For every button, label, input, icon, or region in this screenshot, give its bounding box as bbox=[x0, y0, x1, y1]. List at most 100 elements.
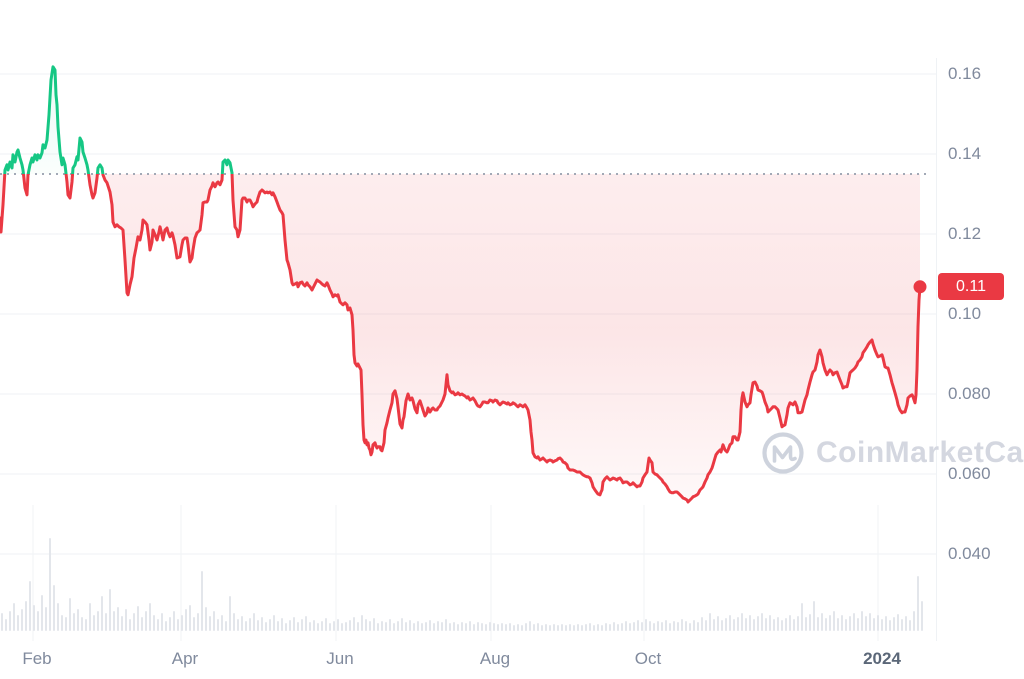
volume-bar bbox=[877, 615, 879, 631]
volume-bar bbox=[173, 611, 175, 631]
volume-bar bbox=[341, 623, 343, 631]
volume-bar bbox=[669, 623, 671, 631]
volume-bar bbox=[753, 619, 755, 631]
volume-bar bbox=[457, 624, 459, 631]
volume-bar bbox=[637, 620, 639, 631]
volume-bar bbox=[917, 576, 919, 631]
volume-bar bbox=[205, 607, 207, 631]
volume-bar bbox=[29, 581, 31, 631]
volume-bar bbox=[565, 625, 567, 631]
volume-bar bbox=[473, 624, 475, 631]
volume-bar bbox=[769, 615, 771, 631]
volume-bar bbox=[353, 617, 355, 631]
volume-bar bbox=[53, 585, 55, 631]
volume-bar bbox=[229, 596, 231, 631]
volume-bar bbox=[685, 621, 687, 631]
volume-bar bbox=[177, 619, 179, 631]
volume-bar bbox=[885, 616, 887, 631]
volume-bar bbox=[469, 621, 471, 631]
volume-bar bbox=[193, 617, 195, 631]
volume-bar bbox=[361, 615, 363, 631]
volume-bar bbox=[97, 611, 99, 631]
volume-bar bbox=[881, 619, 883, 631]
volume-bar bbox=[657, 621, 659, 631]
volume-bar bbox=[713, 619, 715, 631]
volume-bar bbox=[605, 623, 607, 631]
y-axis-label: 0.040 bbox=[948, 544, 991, 563]
volume-bar bbox=[493, 623, 495, 631]
volume-bar bbox=[321, 621, 323, 631]
volume-bar bbox=[445, 619, 447, 631]
volume-bar bbox=[645, 619, 647, 631]
current-price-label: 0.11 bbox=[956, 277, 986, 295]
volume-bar bbox=[733, 619, 735, 631]
volume-bar bbox=[849, 616, 851, 631]
x-axis-label: Feb bbox=[22, 649, 52, 668]
volume-bar bbox=[141, 617, 143, 631]
volume-bar bbox=[269, 619, 271, 631]
volume-bar bbox=[585, 624, 587, 631]
volume-bar bbox=[905, 616, 907, 631]
volume-bar bbox=[761, 613, 763, 631]
x-axis-label: 2024 bbox=[863, 649, 901, 668]
volume-bar bbox=[225, 621, 227, 631]
volume-bar bbox=[157, 619, 159, 631]
volume-bar bbox=[265, 622, 267, 631]
volume-bar bbox=[641, 622, 643, 631]
volume-bar bbox=[21, 609, 23, 631]
volume-bar bbox=[453, 622, 455, 631]
volume-bar bbox=[509, 623, 511, 631]
volume-bar bbox=[857, 618, 859, 631]
volume-bar bbox=[809, 614, 811, 631]
volume-bar bbox=[165, 621, 167, 631]
volume-bar bbox=[497, 624, 499, 631]
volume-bar bbox=[829, 615, 831, 631]
volume-bar bbox=[245, 621, 247, 631]
volume-bar bbox=[137, 606, 139, 631]
volume-bar bbox=[369, 621, 371, 631]
volume-bar bbox=[485, 624, 487, 631]
volume-bar bbox=[325, 618, 327, 631]
x-axis-label: Jun bbox=[326, 649, 354, 668]
y-axis-label: 0.12 bbox=[948, 224, 982, 243]
volume-bar bbox=[333, 621, 335, 631]
volume-bar bbox=[697, 622, 699, 631]
volume-bar bbox=[569, 624, 571, 631]
volume-bar bbox=[661, 622, 663, 631]
volume-bar bbox=[541, 625, 543, 631]
volume-bar bbox=[737, 617, 739, 631]
volume-bar bbox=[869, 613, 871, 631]
volume-bar bbox=[921, 601, 923, 631]
volume-bar bbox=[449, 623, 451, 631]
volume-bar bbox=[237, 619, 239, 631]
volume-bar bbox=[437, 621, 439, 631]
volume-bar bbox=[841, 615, 843, 631]
volume-bar bbox=[13, 603, 15, 631]
y-axis-label: 0.14 bbox=[948, 144, 982, 163]
volume-bar bbox=[37, 611, 39, 631]
volume-bar bbox=[717, 616, 719, 631]
volume-bar bbox=[529, 621, 531, 631]
volume-bar bbox=[665, 620, 667, 631]
volume-bar bbox=[677, 622, 679, 631]
volume-bar bbox=[461, 622, 463, 631]
volume-bar bbox=[625, 621, 627, 631]
volume-bar bbox=[209, 616, 211, 631]
volume-bar bbox=[373, 618, 375, 631]
volume-bar bbox=[545, 624, 547, 631]
volume-bar bbox=[433, 623, 435, 631]
volume-bar bbox=[161, 613, 163, 631]
volume-bar bbox=[501, 623, 503, 631]
volume-bar bbox=[409, 620, 411, 631]
volume-bar bbox=[257, 620, 259, 631]
volume-bar bbox=[41, 595, 43, 631]
volume-bar bbox=[845, 619, 847, 631]
volume-bar bbox=[533, 624, 535, 631]
volume-bar bbox=[393, 623, 395, 631]
volume-bar bbox=[477, 622, 479, 631]
volume-bar bbox=[33, 605, 35, 631]
volume-bar bbox=[889, 620, 891, 631]
volume-bar bbox=[621, 623, 623, 631]
price-line-down bbox=[0, 174, 922, 504]
